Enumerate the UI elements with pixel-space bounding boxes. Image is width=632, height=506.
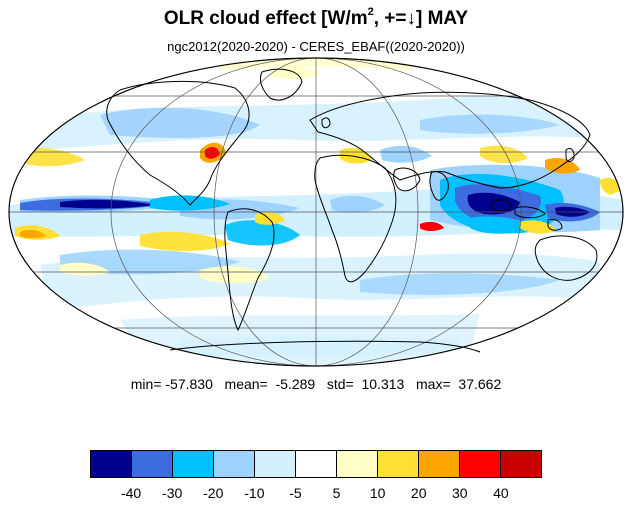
colorbar-box [255,451,296,477]
colorbar-box [337,451,378,477]
statistics-line: min= -57.830 mean= -5.289 std= 10.313 ma… [130,376,502,392]
colorbar-label: -20 [203,485,224,501]
map-border [8,57,624,367]
plot-subtitle: ngc2012(2020-2020) - CERES_EBAF((2020-20… [167,39,465,54]
colorbar-label: -40 [120,485,142,501]
colorbar-label: 5 [332,485,341,501]
colorbar-labels: -40 -30 -20 -10 -5 5 10 20 30 40 [90,485,542,503]
colorbar-box [501,451,541,477]
colorbar-box [296,451,337,477]
colorbar-label: -5 [289,485,302,501]
coastlines [106,68,598,353]
plot-title: OLR cloud effect [W/m2, +=↓] MAY [163,6,469,29]
colorbar-label: 20 [410,485,427,501]
colorbar-box [91,451,132,477]
colorbar-label: -10 [244,485,265,501]
colorbar-box [419,451,460,477]
colorbar-box [460,451,501,477]
colorbar [90,450,542,478]
colorbar-label: 30 [452,485,468,501]
colorbar-label: -30 [162,485,183,501]
colorbar-box [173,451,214,477]
colorbar-box [214,451,255,477]
colorbar-box [132,451,173,477]
colorbar-label: 40 [493,485,509,501]
colorbar-label: 10 [369,485,386,501]
colorbar-box [378,451,419,477]
